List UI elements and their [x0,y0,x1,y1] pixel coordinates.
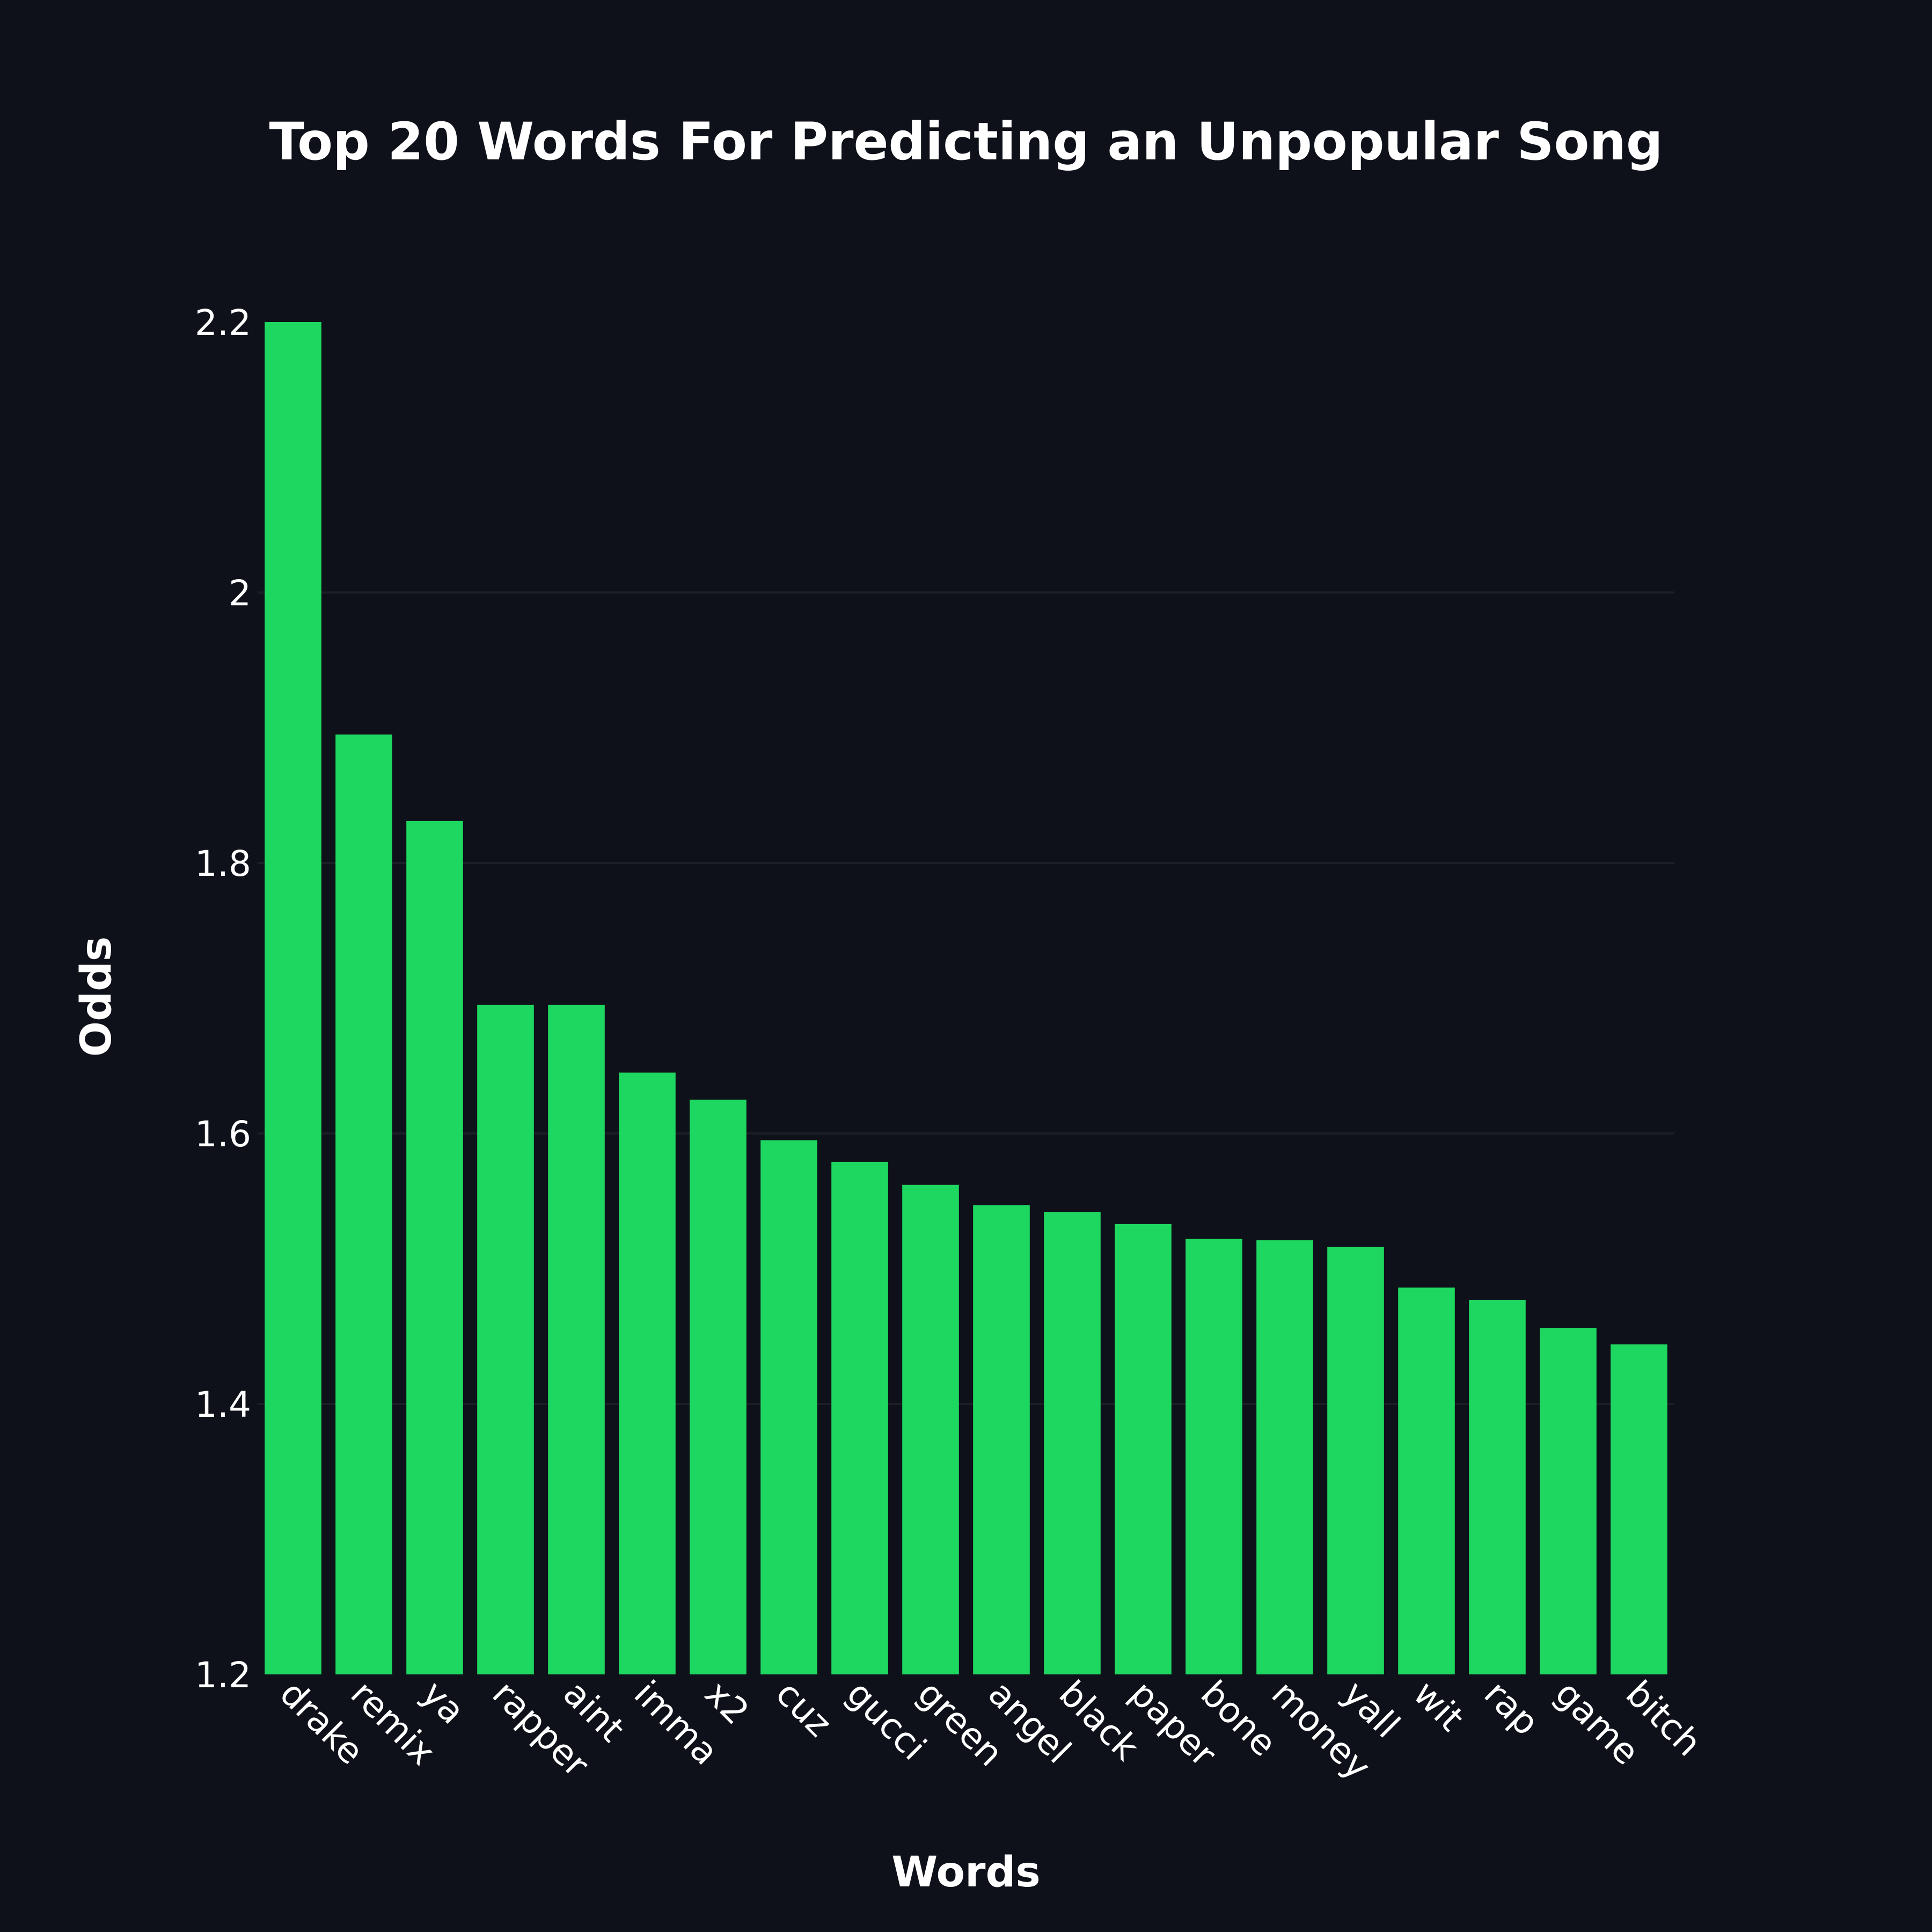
bar-drake[interactable] [265,322,321,1674]
bar-rapper[interactable] [477,1005,534,1674]
bar-paper[interactable] [1115,1224,1172,1674]
bar-black[interactable] [1044,1212,1101,1674]
y-tick-label: 1.2 [195,1655,251,1696]
x-tick-label: wit [1406,1673,1472,1739]
bar-wit[interactable] [1398,1287,1455,1674]
bar-aint[interactable] [548,1005,605,1674]
bar-game[interactable] [1540,1328,1597,1674]
bars-layer [265,322,1667,1674]
x-axis-title: Words [891,1848,1041,1897]
y-tick-label: 1.8 [195,843,251,884]
y-tick-labels: 1.2 1.4 1.6 1.8 2 2.2 [195,302,251,1696]
x-tick-label: gucci [839,1673,934,1768]
bar-bone[interactable] [1185,1239,1242,1674]
bar-rap[interactable] [1469,1299,1526,1674]
bar-ya[interactable] [406,821,463,1674]
bar-cuz[interactable] [760,1140,817,1674]
bar-remix[interactable] [335,734,392,1674]
y-tick-label: 1.4 [195,1384,251,1425]
bar-yall[interactable] [1327,1247,1384,1674]
bar-imma[interactable] [619,1072,676,1674]
x-tick-label: rap [1476,1673,1547,1744]
y-axis-title: Odds [72,936,121,1057]
bar-green[interactable] [902,1184,959,1674]
grid-layer [258,591,1674,1405]
bar-gucci[interactable] [831,1161,888,1674]
chart-title: Top 20 Words For Predicting an Unpopular… [269,112,1663,172]
bar-x2[interactable] [690,1100,747,1674]
y-tick-label: 2 [229,573,251,614]
y-tick-label: 1.6 [195,1114,251,1155]
x-tick-label: cuz [768,1673,840,1745]
bar-money[interactable] [1256,1240,1313,1674]
bar-angel[interactable] [973,1205,1030,1674]
bar-bitch[interactable] [1611,1344,1667,1674]
y-tick-label: 2.2 [195,302,251,343]
